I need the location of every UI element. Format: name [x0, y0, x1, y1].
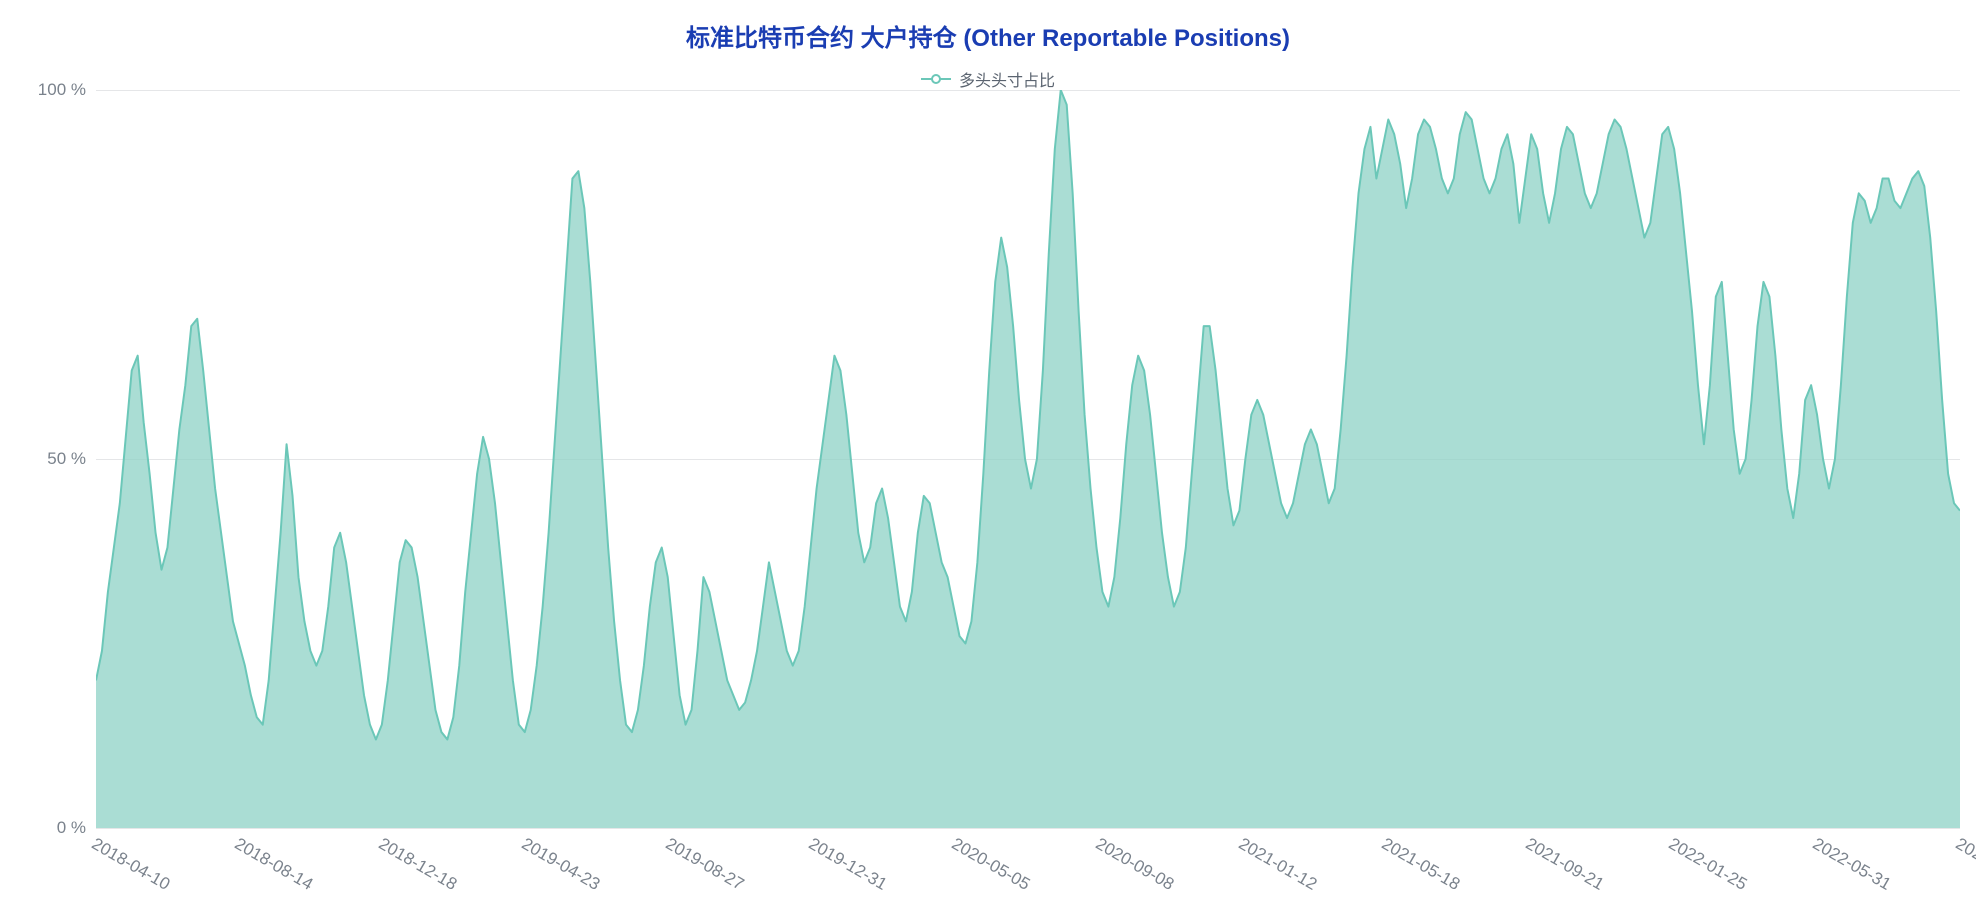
x-axis-label: 2022-01-25 [1665, 834, 1750, 895]
grid-line [96, 828, 1960, 829]
x-axis-label: 2020-09-08 [1092, 834, 1177, 895]
x-axis-label: 2021-05-18 [1378, 834, 1463, 895]
y-axis-label: 100 % [38, 80, 86, 100]
x-axis-label: 2018-12-18 [375, 834, 460, 895]
chart-container: 0 %50 %100 %2018-04-102018-08-142018-12-… [0, 90, 1976, 922]
x-axis-label: 2018-08-14 [231, 834, 316, 895]
legend-marker [921, 72, 951, 86]
legend: 多头头寸占比 [0, 67, 1976, 91]
x-axis-label: 2022-05-31 [1809, 834, 1894, 895]
x-axis-label: 2019-08-27 [662, 834, 747, 895]
x-axis-label: 2019-12-31 [805, 834, 890, 895]
legend-marker-circle [931, 74, 941, 84]
x-axis-label: 2021-09-21 [1522, 834, 1607, 895]
x-axis-label: 2022-08-16 [1952, 834, 1976, 895]
x-axis-label: 2018-04-10 [88, 834, 173, 895]
y-axis-label: 0 % [57, 818, 86, 838]
area-chart-svg [96, 90, 1960, 828]
x-axis-label: 2020-05-05 [948, 834, 1033, 895]
x-axis-label: 2019-04-23 [518, 834, 603, 895]
y-axis-label: 50 % [47, 449, 86, 469]
x-axis-label: 2021-01-12 [1235, 834, 1320, 895]
plot-area: 0 %50 %100 %2018-04-102018-08-142018-12-… [96, 90, 1960, 828]
chart-title: 标准比特币合约 大户持仓 (Other Reportable Positions… [0, 0, 1976, 53]
legend-label: 多头头寸占比 [959, 67, 1055, 91]
